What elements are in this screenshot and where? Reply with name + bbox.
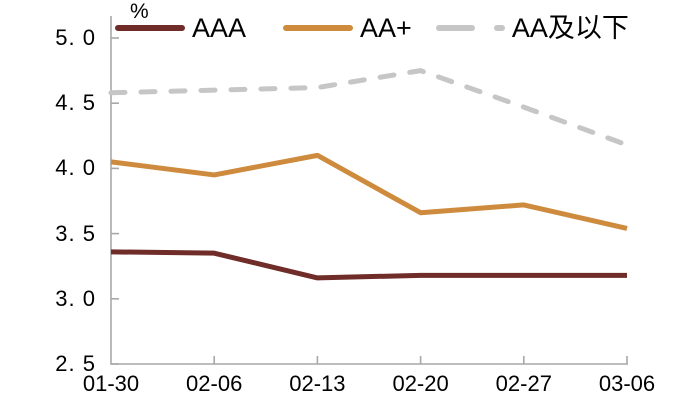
legend-label-aaa: AAA (192, 13, 247, 43)
series-line-aaa (110, 249, 627, 281)
x-axis-tick-label: 01-30 (82, 371, 140, 396)
y-axis-tick-label: 4. 5 (55, 90, 96, 116)
y-axis-tick-label: 2. 5 (55, 351, 96, 376)
legend-item-aa-and-below: AA及以下 (435, 13, 629, 43)
series-line-aa-and-below (108, 68, 630, 148)
chart-legend: AAA AA+ AA及以下 (115, 14, 629, 42)
y-axis-tick-label: 5. 0 (55, 25, 96, 50)
legend-item-aa-plus: AA+ (283, 14, 412, 42)
legend-line-swatch-aa-plus (283, 25, 354, 32)
x-axis-tick-label: 03-06 (598, 371, 656, 396)
legend-line-swatch-aaa (115, 25, 185, 32)
y-axis-tick-label: 4. 0 (55, 155, 96, 181)
y-axis-unit-label: % (130, 0, 149, 23)
series-line-aa-plus (110, 152, 628, 231)
legend-line-swatch-aa-and-below (435, 25, 505, 32)
x-axis-tick-label: 02-20 (392, 371, 449, 396)
x-axis-tick-label: 02-27 (495, 371, 552, 396)
legend-label-aa-and-below: AA及以下 (511, 13, 629, 43)
y-axis-tick-label: 3. 0 (55, 285, 96, 311)
legend-item-aaa: AAA (115, 14, 246, 42)
legend-label-aa-plus: AA+ (360, 13, 412, 43)
x-axis-tick-label: 02-13 (289, 371, 346, 396)
y-axis-tick-label: 3. 5 (55, 220, 96, 246)
x-axis-tick-label: 02-06 (186, 371, 243, 396)
